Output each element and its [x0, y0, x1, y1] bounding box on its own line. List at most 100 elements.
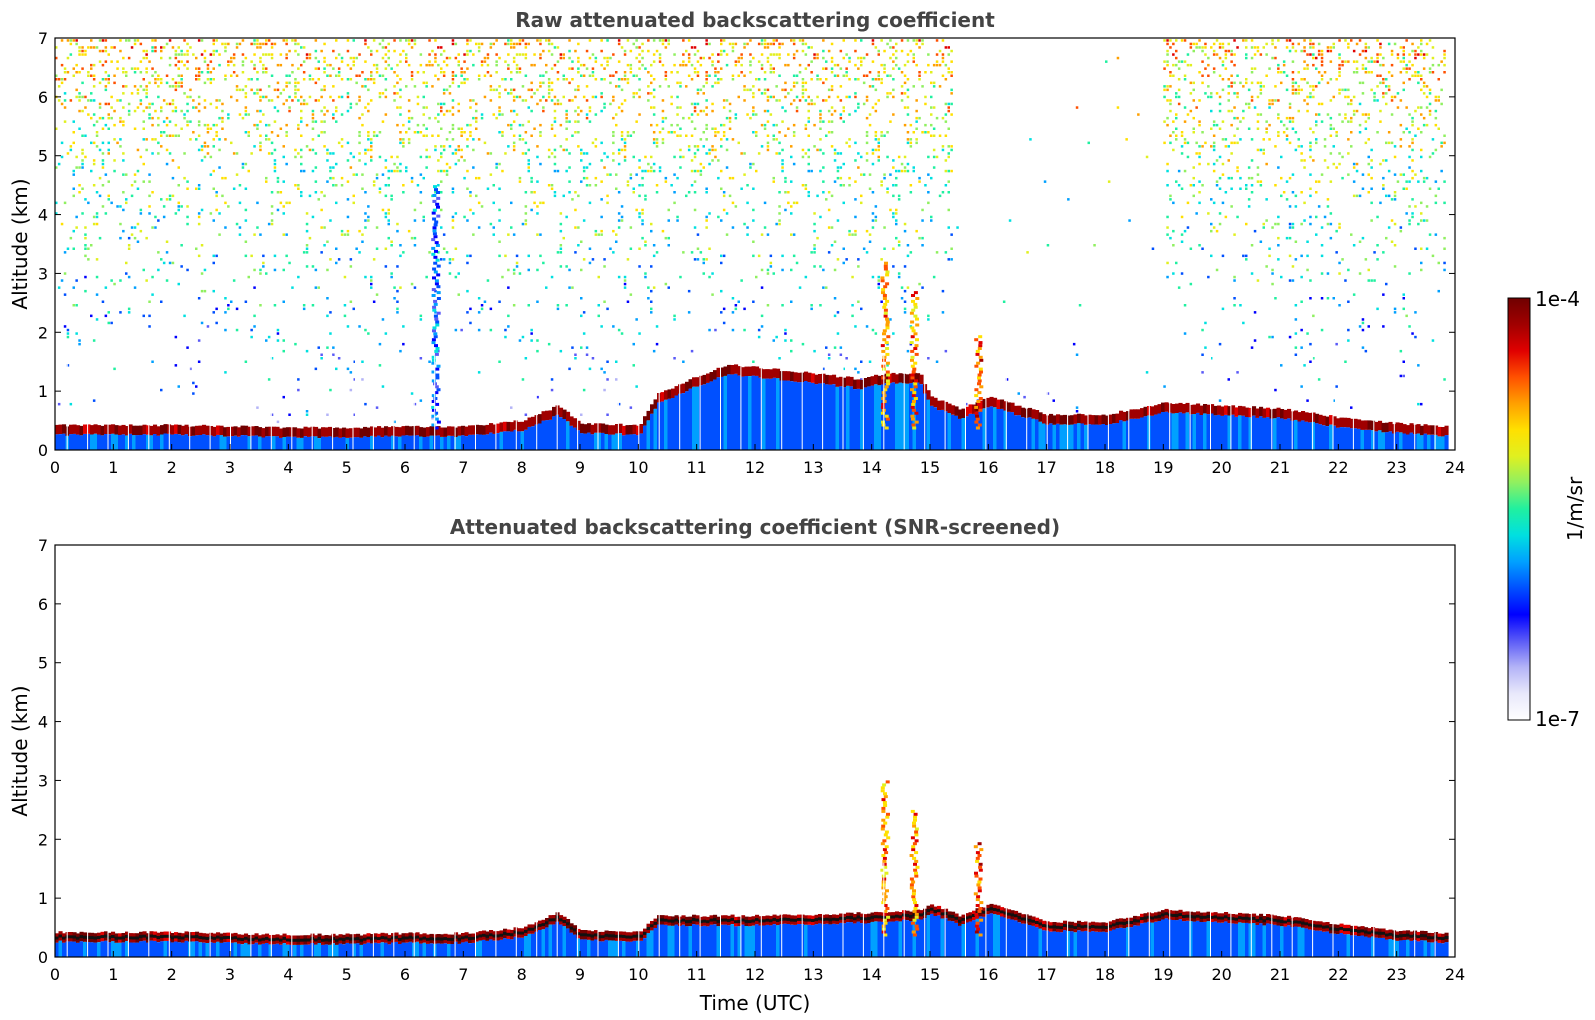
raw-noise-pixel — [1230, 53, 1233, 56]
raw-noise-pixel — [594, 145, 598, 148]
raw-noise-pixel — [655, 145, 659, 148]
raw-noise-pixel — [81, 162, 84, 166]
raw-noise-pixel — [600, 49, 603, 53]
raw-noise-pixel — [1408, 272, 1411, 275]
raw-noise-pixel — [623, 286, 627, 289]
raw-noise-pixel — [571, 78, 574, 81]
raw-noise-pixel — [790, 212, 793, 215]
raw-noise-pixel — [78, 342, 81, 346]
raw-noise-pixel — [370, 99, 373, 102]
raw-noise-pixel — [1218, 74, 1222, 77]
raw-noise-pixel — [658, 131, 662, 134]
raw-noise-pixel — [860, 378, 863, 381]
raw-noise-pixel — [865, 99, 869, 102]
raw-noise-pixel — [556, 71, 560, 74]
raw-noise-pixel — [626, 78, 630, 81]
raw-noise-pixel — [1177, 286, 1181, 289]
raw-noise-pixel — [335, 56, 338, 60]
raw-noise-pixel — [1303, 78, 1306, 81]
raw-noise-pixel — [1192, 127, 1195, 130]
raw-noise-pixel — [241, 166, 245, 169]
raw-noise-pixel — [871, 148, 875, 152]
raw-noise-pixel — [203, 123, 207, 127]
raw-noise-pixel — [574, 49, 577, 53]
raw-noise-pixel — [1201, 371, 1204, 374]
raw-noise-pixel — [687, 60, 691, 63]
raw-noise-pixel — [122, 67, 125, 70]
raw-noise-pixel — [1414, 71, 1417, 74]
raw-noise-pixel — [801, 81, 805, 85]
raw-noise-pixel — [874, 131, 878, 134]
raw-noise-pixel — [644, 194, 647, 198]
raw-noise-pixel — [693, 106, 697, 109]
raw-noise-pixel — [136, 106, 140, 109]
raw-noise-pixel — [1364, 49, 1368, 53]
raw-noise-pixel — [352, 378, 355, 381]
raw-noise-pixel — [892, 194, 895, 198]
raw-boundary-layer-column — [303, 436, 308, 450]
raw-noise-pixel — [679, 85, 682, 88]
raw-boundary-layer-column — [219, 435, 224, 450]
raw-noise-pixel — [647, 286, 650, 289]
raw-noise-pixel — [63, 78, 67, 81]
raw-noise-pixel — [352, 56, 355, 60]
raw-noise-pixel — [75, 88, 78, 92]
raw-noise-pixel — [1183, 138, 1187, 141]
raw-noise-pixel — [556, 60, 560, 63]
raw-noise-pixel — [101, 166, 105, 169]
raw-noise-pixel — [136, 92, 140, 95]
raw-noise-pixel — [1212, 42, 1216, 46]
raw-noise-pixel — [122, 191, 125, 194]
raw-noise-pixel — [92, 46, 96, 49]
raw-noise-pixel — [227, 60, 230, 63]
raw-noise-pixel — [874, 138, 878, 141]
raw-noise-pixel — [743, 88, 746, 92]
raw-noise-pixel — [323, 85, 326, 88]
raw-noise-pixel — [810, 71, 813, 74]
raw-noise-pixel — [1297, 92, 1300, 95]
raw-noise-pixel — [407, 109, 411, 113]
raw-noise-pixel — [1329, 46, 1333, 49]
raw-noise-pixel — [644, 240, 647, 243]
raw-noise-pixel — [218, 233, 221, 236]
raw-noise-pixel — [55, 56, 58, 60]
raw-noise-pixel — [186, 120, 189, 123]
raw-noise-pixel — [195, 74, 198, 77]
raw-noise-pixel — [892, 332, 895, 335]
raw-noise-pixel — [822, 99, 825, 102]
raw-noise-pixel — [1329, 127, 1333, 130]
raw-noise-pixel — [792, 162, 796, 166]
raw-noise-pixel — [1367, 116, 1370, 120]
raw-noise-pixel — [405, 169, 408, 173]
raw-noise-pixel — [790, 39, 793, 42]
raw-noise-pixel — [104, 46, 108, 49]
raw-noise-pixel — [168, 194, 172, 198]
raw-noise-pixel — [760, 42, 764, 46]
raw-noise-pixel — [553, 95, 557, 99]
raw-noise-pixel — [512, 120, 516, 123]
raw-noise-pixel — [717, 78, 720, 81]
raw-noise-pixel — [165, 74, 169, 77]
raw-noise-pixel — [186, 95, 189, 99]
raw-noise-pixel — [670, 71, 673, 74]
raw-noise-pixel — [457, 127, 460, 130]
raw-noise-pixel — [209, 78, 213, 81]
raw-noise-pixel — [921, 39, 924, 42]
raw-noise-pixel — [1259, 92, 1263, 95]
raw-boundary-layer-column — [342, 437, 347, 450]
raw-noise-pixel — [585, 113, 589, 116]
raw-aerosol-layer-band — [464, 426, 469, 436]
raw-noise-pixel — [492, 226, 495, 229]
raw-noise-pixel — [708, 328, 711, 332]
raw-noise-pixel — [547, 88, 551, 92]
raw-noise-pixel — [935, 116, 939, 120]
raw-noise-pixel — [565, 148, 568, 152]
raw-noise-pixel — [749, 166, 752, 169]
raw-noise-pixel — [1017, 392, 1020, 395]
raw-noise-pixel — [906, 162, 910, 166]
raw-noise-pixel — [1420, 148, 1423, 152]
raw-noise-pixel — [790, 268, 793, 272]
raw-noise-pixel — [125, 173, 128, 176]
raw-noise-pixel — [127, 311, 131, 314]
raw-noise-pixel — [1422, 176, 1426, 180]
